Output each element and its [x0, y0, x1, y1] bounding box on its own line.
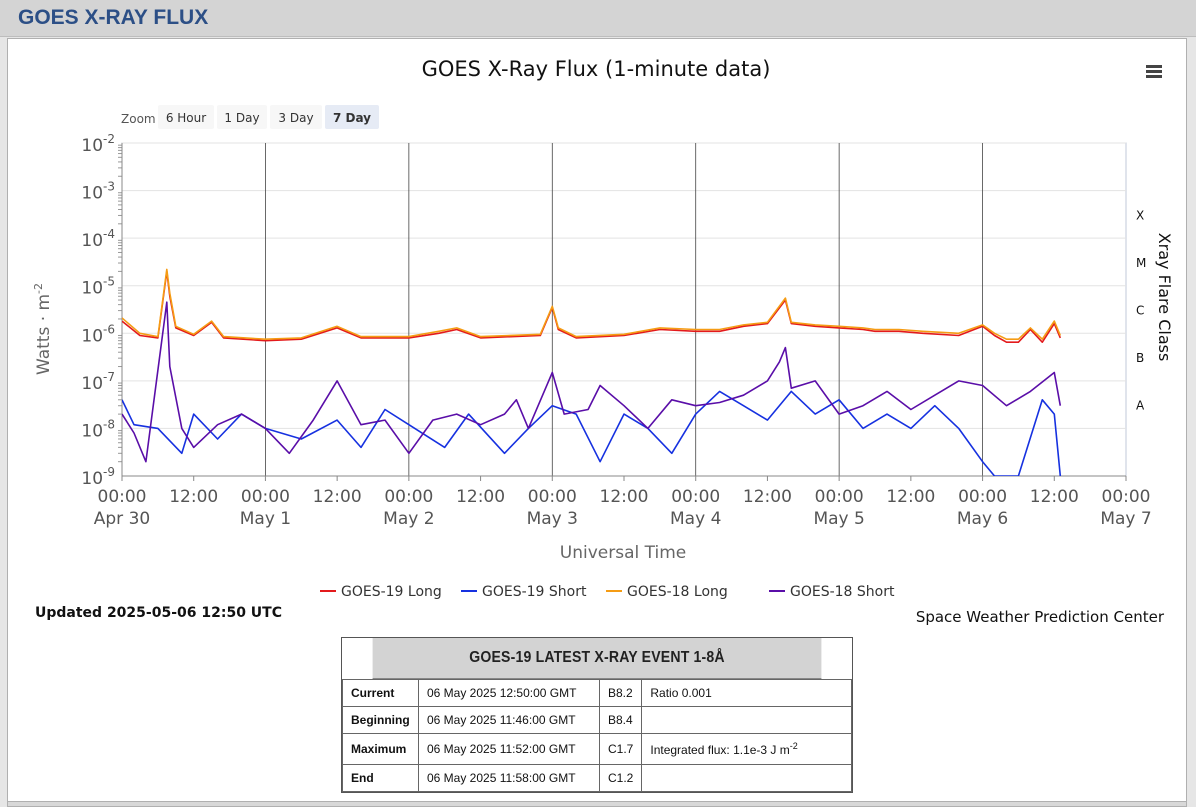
page-header: GOES X-RAY FLUX [0, 0, 1196, 37]
event-row-time: 06 May 2025 12:50:00 GMT [418, 679, 600, 707]
zoom-button-label[interactable]: 6 Hour [166, 111, 206, 125]
zoom-button[interactable] [325, 105, 379, 129]
x-tick-time: 12:00 [313, 487, 362, 507]
x-tick-date: May 5 [813, 509, 864, 529]
chart-panel: GOES X-Ray Flux (1-minute data) Zoom 6 H… [7, 38, 1187, 802]
event-row-note [641, 764, 852, 792]
zoom-selector: Zoom 6 Hour 1 Day 3 Day 7 Day [121, 105, 379, 129]
flare-class-title-group: Xray Flare Class [1155, 233, 1174, 362]
zoom-button[interactable] [158, 105, 214, 129]
page-heading: GOES X-RAY FLUX [18, 6, 209, 29]
y-axis-title: Watts · m-2 [32, 283, 54, 375]
x-tick-time: 12:00 [743, 487, 792, 507]
x-tick-time: 12:00 [600, 487, 649, 507]
xray-flux-chart: GOES X-Ray Flux (1-minute data) Zoom 6 H… [32, 57, 1174, 599]
y-axis-title-group: Watts · m-2 [32, 283, 54, 375]
x-tick-date: May 2 [383, 509, 434, 529]
x-tick-date: May 1 [240, 509, 291, 529]
flare-class-label: B [1136, 351, 1144, 365]
y-tick-label: 10-7 [81, 370, 115, 394]
x-tick-date: May 6 [957, 509, 1008, 529]
flare-class-axis-title: Xray Flare Class [1155, 233, 1174, 362]
event-table-box: GOES-19 LATEST X-RAY EVENT 1-8Å Current 0… [341, 637, 853, 793]
x-tick-time: 12:00 [1030, 487, 1079, 507]
zoom-button-label[interactable]: 1 Day [224, 111, 259, 125]
flare-class-label: M [1136, 256, 1146, 270]
zoom-button-label[interactable]: 3 Day [278, 111, 313, 125]
x-tick-time: 12:00 [169, 487, 218, 507]
series-line [122, 268, 1062, 341]
event-row-class: C1.7 [598, 733, 643, 765]
x-tick-date: May 7 [1100, 509, 1151, 529]
event-row-note [641, 706, 852, 734]
event-row: Beginning 06 May 2025 11:46:00 GMT B8.4 [342, 706, 852, 734]
x-axis-title: Universal Time [560, 543, 686, 563]
event-row-class: B8.2 [598, 679, 643, 707]
series-line [122, 301, 1062, 463]
x-tick-time: 12:00 [456, 487, 505, 507]
zoom-button[interactable] [270, 105, 322, 129]
event-row-label: Beginning [342, 706, 419, 734]
x-tick-time: 00:00 [671, 487, 720, 507]
event-row-time: 06 May 2025 11:52:00 GMT [418, 733, 600, 765]
x-tick-time: 00:00 [958, 487, 1007, 507]
legend-item[interactable]: GOES-19 Long [341, 584, 442, 599]
zoom-label: Zoom [121, 112, 156, 126]
event-row: Maximum 06 May 2025 11:52:00 GMT C1.7 Integ… [342, 733, 852, 765]
x-tick-time: 00:00 [1102, 487, 1151, 507]
x-tick-date: May 4 [670, 509, 721, 529]
event-row: End 06 May 2025 11:58:00 GMT C1.2 [342, 764, 852, 792]
event-row-time: 06 May 2025 11:46:00 GMT [418, 706, 600, 734]
zoom-button-label[interactable]: 7 Day [333, 111, 371, 125]
event-row-time: 06 May 2025 11:58:00 GMT [418, 764, 600, 792]
y-tick-label: 10-8 [81, 417, 115, 441]
legend-item[interactable]: GOES-19 Short [482, 584, 587, 599]
x-tick-time: 00:00 [98, 487, 147, 507]
menu-icon[interactable] [1146, 63, 1162, 80]
y-tick-label: 10-4 [81, 227, 115, 251]
legend-item[interactable]: GOES-18 Short [790, 584, 895, 599]
bottom-panel-edge [7, 801, 1187, 807]
legend-item[interactable]: GOES-18 Long [627, 584, 728, 599]
event-row-class: C1.2 [598, 764, 643, 792]
legend: GOES-19 Long GOES-19 Short GOES-18 Long GOE… [320, 584, 895, 599]
event-row-class: B8.4 [598, 706, 643, 734]
event-row: Current 06 May 2025 12:50:00 GMT B8.2 Ratio… [342, 679, 852, 707]
x-tick-time: 12:00 [886, 487, 935, 507]
credit-text: Space Weather Prediction Center [915, 608, 1164, 626]
y-tick-label: 10-3 [81, 180, 115, 204]
y-tick-label: 10-9 [81, 465, 115, 489]
event-row-note: Ratio 0.001 [641, 679, 852, 707]
updated-timestamp: Updated 2025-05-06 12:50 UTC [35, 605, 282, 621]
flare-class-label: A [1136, 399, 1145, 413]
x-tick-time: 00:00 [384, 487, 433, 507]
event-table-title: GOES-19 LATEST X-RAY EVENT 1-8Å [372, 638, 822, 679]
event-row-note: Integrated flux: 1.1e-3 J m-2 [641, 733, 852, 765]
chart-title: GOES X-Ray Flux (1-minute data) [422, 57, 771, 81]
flare-class-label: C [1136, 304, 1144, 318]
zoom-button[interactable] [217, 105, 267, 129]
plot-area [121, 142, 1127, 477]
x-tick-time: 00:00 [241, 487, 290, 507]
y-tick-label: 10-5 [81, 275, 115, 299]
event-row-label: End [342, 764, 419, 792]
x-tick-date: May 3 [527, 509, 578, 529]
flare-class-label: X [1136, 208, 1144, 222]
y-tick-label: 10-6 [81, 322, 115, 346]
x-tick-time: 00:00 [528, 487, 577, 507]
event-row-label: Current [342, 679, 419, 707]
x-tick-date: Apr 30 [94, 509, 150, 529]
event-row-label: Maximum [342, 733, 419, 765]
y-tick-label: 10-2 [81, 132, 115, 156]
event-table: Current 06 May 2025 12:50:00 GMT B8.2 Ratio… [342, 679, 852, 792]
x-tick-time: 00:00 [815, 487, 864, 507]
